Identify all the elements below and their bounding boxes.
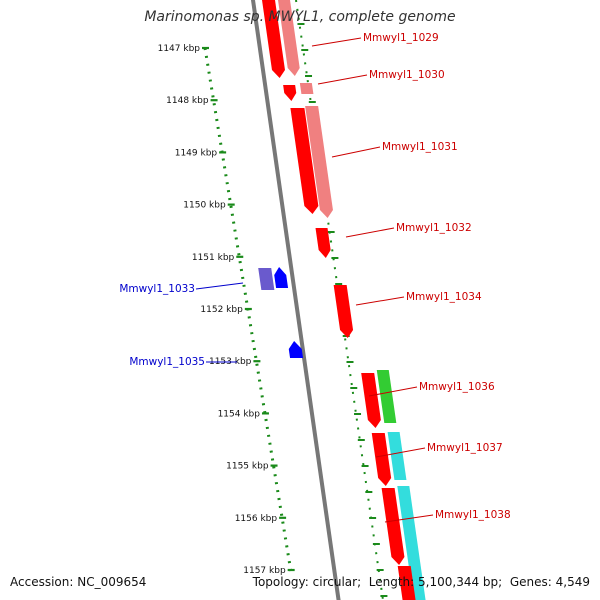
gene-leader-line [317, 74, 368, 85]
gene-label: Mmwyl1_1034 [406, 291, 482, 303]
gene-label: Mmwyl1_1038 [435, 509, 511, 521]
gene-feature [299, 83, 314, 94]
gene-leader-line [345, 227, 395, 238]
gene-leader-line [384, 514, 434, 523]
gene-feature [371, 433, 392, 486]
gene-label: Mmwyl1_1029 [363, 32, 439, 44]
ruler-tick-label: 1152 kbp [200, 305, 243, 315]
accession-info: Accession: NC_009654 [10, 575, 146, 589]
gene-feature [278, 0, 300, 76]
topology-value: circular [312, 575, 358, 589]
gene-label: Mmwyl1_1036 [419, 381, 495, 393]
genome-title: Marinomonas sp. MWYL1, complete genome [144, 9, 456, 25]
gene-feature [315, 228, 331, 258]
gene-label: Mmwyl1_1031 [382, 141, 458, 153]
genes-value: 4,549 [555, 575, 590, 589]
gene-label: Mmwyl1_1037 [427, 442, 503, 454]
gene-leader-line [195, 282, 244, 290]
gene-feature [290, 108, 319, 214]
gene-feature [376, 370, 397, 423]
gene-label: Mmwyl1_1033 [119, 283, 195, 295]
gene-leader-line [355, 296, 405, 306]
gene-feature [381, 488, 405, 565]
gene-feature [397, 566, 416, 600]
ruler-tick-label: 1148 kbp [166, 96, 209, 106]
gene-feature [258, 268, 275, 290]
forward-track-boundary [295, 0, 384, 600]
gene-feature [397, 486, 426, 600]
ruler-tick-label: 1154 kbp [218, 409, 261, 419]
gene-label: Mmwyl1_1032 [396, 222, 472, 234]
gene-feature [274, 267, 289, 288]
gene-leader-line [311, 37, 362, 47]
gene-leader-line [375, 447, 426, 458]
ruler-tick-label: 1156 kbp [235, 514, 278, 524]
gene-leader-line [368, 386, 418, 397]
gene-feature [361, 373, 381, 428]
topology-label: Topology: [252, 575, 309, 589]
gene-leader-line [331, 146, 381, 158]
length-value: 5,100,344 bp [418, 575, 499, 589]
genome-backbone [250, 0, 341, 600]
ruler-tick-label: 1155 kbp [226, 462, 269, 472]
gene-feature [262, 0, 285, 78]
accession-value: NC_009654 [77, 575, 147, 589]
gene-feature [387, 432, 407, 480]
genome-stats: Topology: circular; Length: 5,100,344 bp… [252, 575, 590, 589]
gene-feature [333, 285, 354, 338]
accession-label: Accession: [10, 575, 74, 589]
ruler-tick-label: 1157 kbp [243, 566, 286, 576]
gene-label: Mmwyl1_1030 [369, 69, 445, 81]
gene-label: Mmwyl1_1035 [129, 356, 205, 368]
ruler-tick-label: 1147 kbp [158, 44, 201, 54]
length-label: Length: [368, 575, 415, 589]
ruler-tick-label: 1149 kbp [175, 148, 218, 158]
ruler-tick-label: 1150 kbp [183, 201, 226, 211]
gene-feature [288, 341, 304, 358]
gene-feature [305, 106, 333, 218]
genes-label: Genes: [509, 575, 552, 589]
gene-feature [283, 85, 297, 101]
ruler-tick-label: 1151 kbp [192, 253, 235, 263]
